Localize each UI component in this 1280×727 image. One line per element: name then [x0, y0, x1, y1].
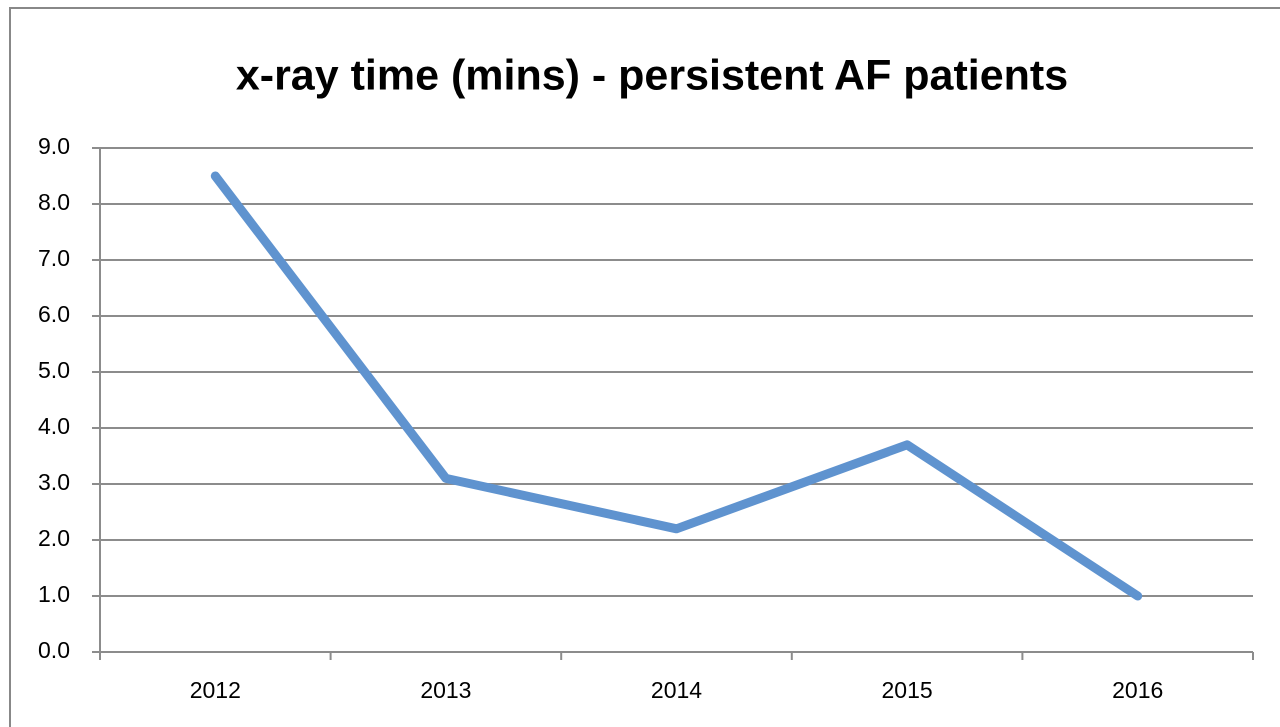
y-tick-label: 5.0 [38, 357, 70, 383]
x-tick-label: 2014 [651, 677, 702, 703]
y-tick-label: 2.0 [38, 525, 70, 551]
chart-title: x-ray time (mins) - persistent AF patien… [236, 51, 1068, 99]
y-tick-label: 4.0 [38, 413, 70, 439]
x-tick-label: 2016 [1112, 677, 1163, 703]
y-tick-label: 0.0 [38, 637, 70, 663]
data-line [210, 171, 1143, 601]
y-tick-label: 3.0 [38, 469, 70, 495]
x-tick-label: 2012 [190, 677, 241, 703]
y-tick-label: 7.0 [38, 245, 70, 271]
x-tick-label: 2015 [882, 677, 933, 703]
y-tick-label: 9.0 [38, 133, 70, 159]
x-tick-label: 2013 [420, 677, 471, 703]
y-tick-label: 1.0 [38, 581, 70, 607]
chart-frame [9, 7, 1280, 727]
y-tick-label: 8.0 [38, 189, 70, 215]
y-tick-label: 6.0 [38, 301, 70, 327]
